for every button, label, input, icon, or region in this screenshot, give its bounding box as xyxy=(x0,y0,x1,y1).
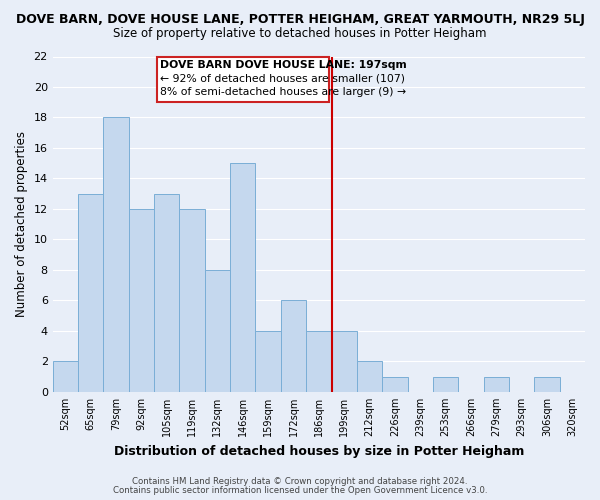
Bar xyxy=(154,194,179,392)
Text: Size of property relative to detached houses in Potter Heigham: Size of property relative to detached ho… xyxy=(113,28,487,40)
Bar xyxy=(256,331,281,392)
X-axis label: Distribution of detached houses by size in Potter Heigham: Distribution of detached houses by size … xyxy=(113,444,524,458)
Bar xyxy=(53,362,78,392)
Bar xyxy=(484,376,509,392)
Text: 8% of semi-detached houses are larger (9) →: 8% of semi-detached houses are larger (9… xyxy=(160,87,407,97)
Text: Contains HM Land Registry data © Crown copyright and database right 2024.: Contains HM Land Registry data © Crown c… xyxy=(132,477,468,486)
Bar xyxy=(433,376,458,392)
Bar xyxy=(332,331,357,392)
FancyBboxPatch shape xyxy=(157,56,329,102)
Bar xyxy=(281,300,306,392)
Bar xyxy=(230,163,256,392)
Bar xyxy=(357,362,382,392)
Bar xyxy=(179,209,205,392)
Bar xyxy=(382,376,407,392)
Text: DOVE BARN, DOVE HOUSE LANE, POTTER HEIGHAM, GREAT YARMOUTH, NR29 5LJ: DOVE BARN, DOVE HOUSE LANE, POTTER HEIGH… xyxy=(16,12,584,26)
Text: Contains public sector information licensed under the Open Government Licence v3: Contains public sector information licen… xyxy=(113,486,487,495)
Bar xyxy=(205,270,230,392)
Bar xyxy=(103,118,129,392)
Y-axis label: Number of detached properties: Number of detached properties xyxy=(15,131,28,317)
Bar xyxy=(129,209,154,392)
Bar xyxy=(306,331,332,392)
Text: ← 92% of detached houses are smaller (107): ← 92% of detached houses are smaller (10… xyxy=(160,74,406,84)
Bar xyxy=(535,376,560,392)
Text: DOVE BARN DOVE HOUSE LANE: 197sqm: DOVE BARN DOVE HOUSE LANE: 197sqm xyxy=(160,60,407,70)
Bar xyxy=(78,194,103,392)
